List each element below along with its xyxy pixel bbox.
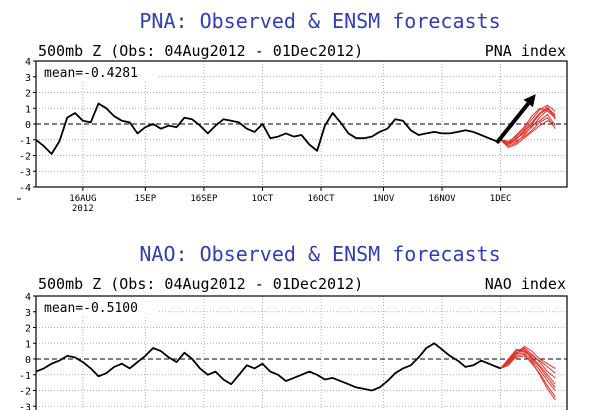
mean-label-background bbox=[39, 64, 157, 80]
x-tick-label: 1DEC bbox=[490, 194, 512, 204]
observed-series-line bbox=[36, 342, 501, 392]
mean-label: mean=-0.4281 bbox=[44, 66, 138, 81]
y-tick-label: 4 bbox=[25, 292, 31, 303]
y-tick-label: 2 bbox=[25, 324, 31, 335]
forecast-member-line bbox=[500, 107, 556, 144]
forecast-member-line bbox=[500, 355, 556, 401]
forecast-member-line bbox=[500, 349, 556, 374]
x-tick-label: 1NOV bbox=[373, 194, 395, 204]
y-tick-label: 3 bbox=[25, 73, 31, 84]
y-tick-label: -4 bbox=[19, 183, 31, 194]
x-tick-label: 1OCT bbox=[252, 194, 274, 204]
panel-pna: PNA: Observed & ENSM forecasts 500mb Z (O… bbox=[19, 9, 568, 214]
y-tick-label: 0 bbox=[25, 120, 31, 131]
y-tick-label: -1 bbox=[19, 136, 31, 147]
forecast-member-line bbox=[500, 113, 556, 147]
forecast-member-line bbox=[500, 117, 556, 146]
chart-title: PNA: Observed & ENSM forecasts bbox=[139, 9, 500, 33]
y-tick-label: 2 bbox=[25, 89, 31, 100]
forecast-member-line bbox=[500, 104, 556, 142]
x-tick-label: 1SEP bbox=[134, 194, 156, 204]
y-tick-label: 3 bbox=[25, 308, 31, 319]
forecast-series bbox=[500, 104, 556, 149]
trend-arrow bbox=[495, 102, 530, 145]
x-tick-label: 16NOV bbox=[429, 194, 457, 204]
mean-label-background bbox=[39, 299, 157, 315]
y-tick-label: -2 bbox=[19, 387, 31, 398]
forecast-series bbox=[500, 345, 556, 401]
y-tick-label: -3 bbox=[19, 167, 31, 178]
index-label: NAO index bbox=[485, 275, 566, 293]
y-tick-label: 0 bbox=[25, 355, 31, 366]
x-tick-label: 16AUG bbox=[69, 194, 96, 204]
forecast-member-line bbox=[500, 345, 556, 369]
mean-label: mean=-0.5100 bbox=[44, 301, 138, 316]
trend-arrowhead bbox=[523, 94, 536, 108]
forecast-member-line bbox=[500, 349, 556, 388]
y-tick-label: 1 bbox=[25, 339, 31, 350]
x-tick-label: 16OCT bbox=[307, 194, 335, 204]
observed-series-line bbox=[36, 102, 501, 155]
plot-frame bbox=[35, 60, 568, 188]
panel-nao: NAO: Observed & ENSM forecasts 500mb Z (O… bbox=[19, 242, 568, 410]
chart-title: NAO: Observed & ENSM forecasts bbox=[139, 242, 500, 266]
forecast-member-line bbox=[500, 120, 556, 149]
chart-subtitle: 500mb Z (Obs: 04Aug2012 - 01Dec2012) bbox=[38, 42, 363, 60]
y-tick-label: -2 bbox=[19, 152, 31, 163]
y-tick-label: 1 bbox=[25, 104, 31, 115]
y-tick-label: 4 bbox=[25, 57, 31, 68]
index-label: PNA index bbox=[485, 42, 566, 60]
x-tick-sublabel: 2012 bbox=[72, 204, 94, 214]
y-tick-label: -1 bbox=[19, 371, 31, 382]
x-tick-label: 16SEP bbox=[190, 194, 218, 204]
chart-subtitle: 500mb Z (Obs: 04Aug2012 - 01Dec2012) bbox=[38, 275, 363, 293]
y-tick-label: -3 bbox=[19, 402, 31, 410]
plot-frame bbox=[35, 295, 568, 410]
